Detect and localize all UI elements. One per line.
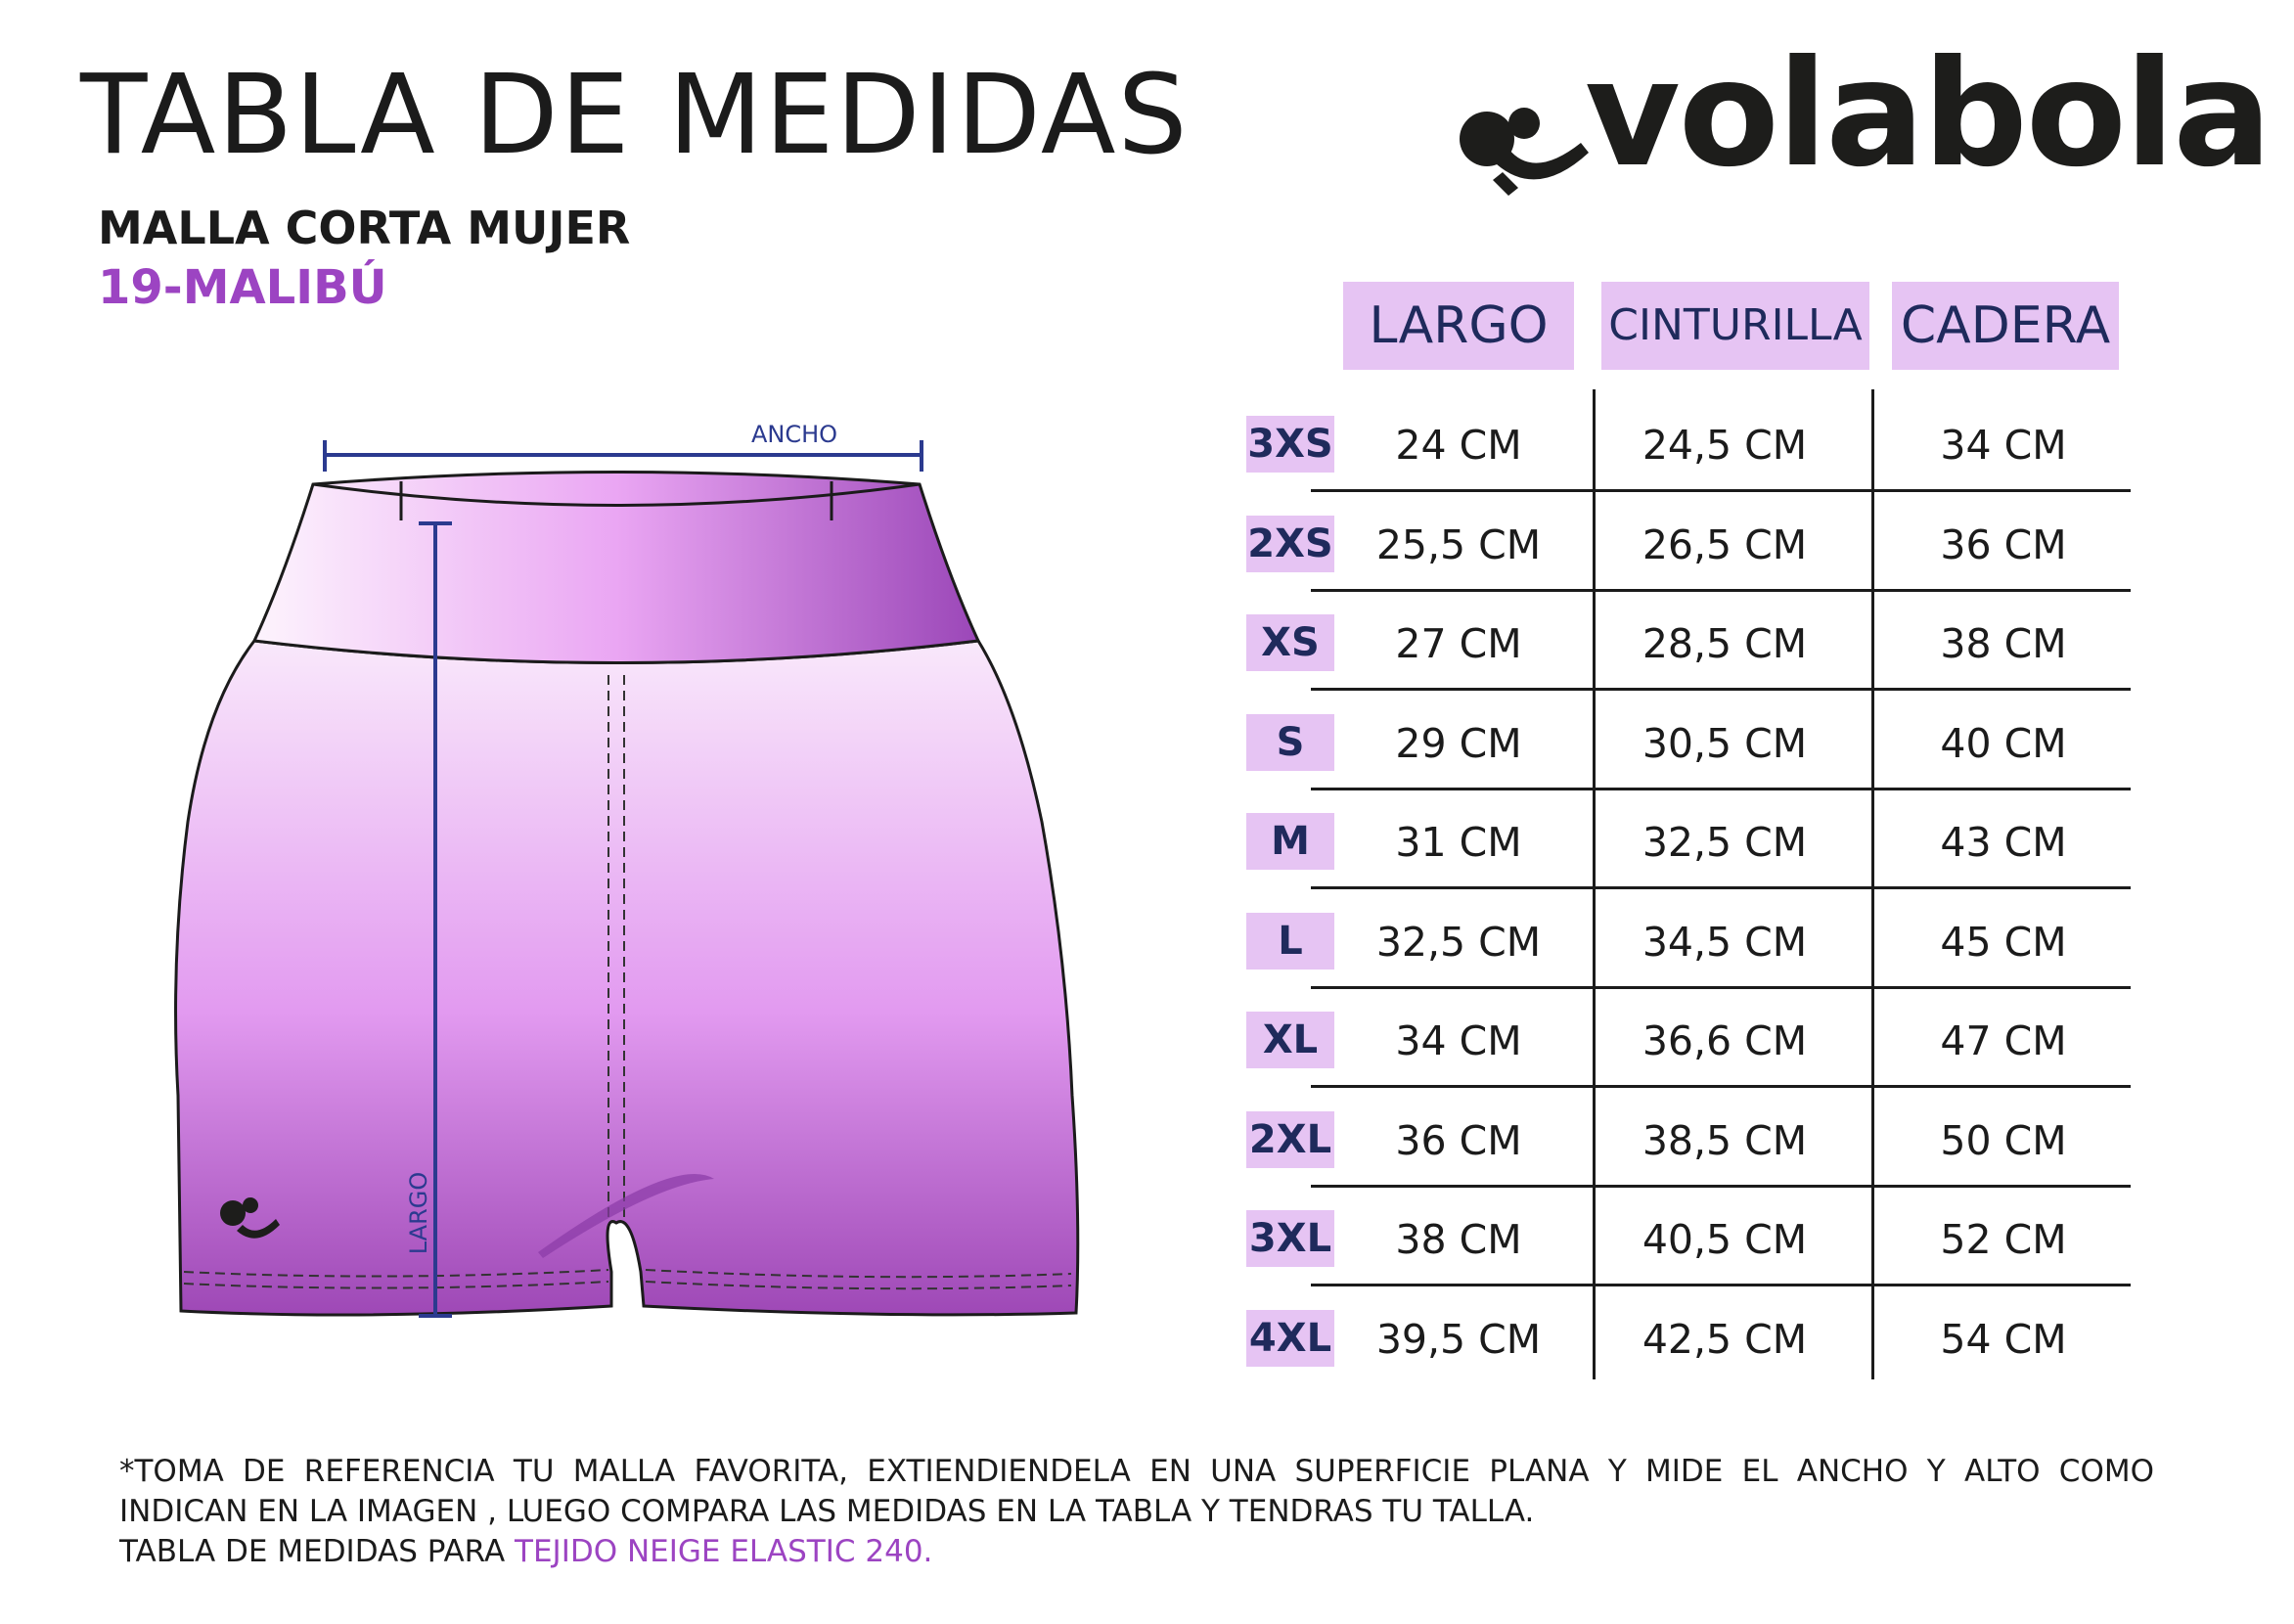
cell-cadera: 40 CM	[1940, 719, 2067, 767]
shorts-diagram: ANCHO LARGO	[174, 421, 1080, 1318]
cell-cadera: 36 CM	[1940, 520, 2067, 568]
footnote-line-3: TABLA DE MEDIDAS PARA TEJIDO NEIGE ELAST…	[119, 1532, 2154, 1572]
cell-largo: 31 CM	[1395, 819, 1522, 866]
size-label: L	[1246, 912, 1334, 970]
row-divider	[1311, 688, 2131, 691]
size-label: M	[1246, 813, 1334, 870]
page-title: TABLA DE MEDIDAS	[80, 52, 1190, 179]
row-divider	[1311, 588, 2131, 592]
cell-cadera: 34 CM	[1940, 422, 2067, 469]
header-cinturilla: CINTURILLA	[1601, 282, 1869, 370]
cell-cinturilla: 38,5 CM	[1642, 1116, 1808, 1164]
cell-cadera: 47 CM	[1940, 1017, 2067, 1064]
header-cadera: CADERA	[1892, 282, 2119, 370]
row-divider	[1311, 787, 2131, 790]
cell-cinturilla: 32,5 CM	[1642, 819, 1808, 866]
shorts-body	[174, 639, 1080, 1317]
brand-mark-icon	[1460, 108, 1589, 196]
row-divider	[1311, 985, 2131, 989]
cell-largo: 34 CM	[1395, 1017, 1522, 1064]
size-label: XS	[1246, 614, 1334, 671]
shorts-waistband	[251, 471, 981, 664]
cell-cadera: 38 CM	[1940, 620, 2067, 667]
cell-cinturilla: 34,5 CM	[1642, 918, 1808, 966]
cell-largo: 27 CM	[1395, 620, 1522, 667]
cell-cinturilla: 36,6 CM	[1642, 1017, 1808, 1064]
footnote-line-3-prefix: TABLA DE MEDIDAS PARA	[119, 1534, 516, 1570]
row-divider	[1311, 489, 2131, 492]
row-divider	[1311, 1085, 2131, 1088]
cell-largo: 29 CM	[1395, 719, 1522, 767]
cell-cinturilla: 42,5 CM	[1642, 1315, 1808, 1363]
cell-cinturilla: 28,5 CM	[1642, 620, 1808, 667]
size-label: XL	[1246, 1012, 1334, 1068]
size-label: 4XL	[1246, 1309, 1334, 1367]
cell-cadera: 54 CM	[1940, 1315, 2067, 1363]
cell-cadera: 45 CM	[1940, 918, 2067, 966]
cell-cadera: 52 CM	[1940, 1216, 2067, 1263]
length-label: LARGO	[405, 1172, 432, 1255]
brand-wordmark: volabola	[1585, 29, 2272, 200]
width-label: ANCHO	[751, 421, 837, 448]
leg-logo-icon	[220, 1197, 280, 1239]
size-label: 3XL	[1246, 1210, 1334, 1267]
cell-cinturilla: 30,5 CM	[1642, 719, 1808, 767]
cell-largo: 38 CM	[1395, 1216, 1522, 1263]
size-label: 3XS	[1246, 416, 1334, 473]
cell-largo: 32,5 CM	[1375, 918, 1542, 966]
cell-cinturilla: 40,5 CM	[1642, 1216, 1808, 1263]
size-label: S	[1246, 713, 1334, 771]
cell-largo: 24 CM	[1395, 422, 1522, 469]
footnote-line-1: *TOMA DE REFERENCIA TU MALLA FAVORITA, E…	[119, 1454, 2154, 1489]
cell-largo: 39,5 CM	[1375, 1315, 1542, 1363]
cell-cinturilla: 24,5 CM	[1642, 422, 1808, 469]
row-divider	[1311, 1284, 2131, 1286]
row-divider	[1311, 1184, 2131, 1188]
cell-cadera: 43 CM	[1940, 819, 2067, 866]
header-largo: LARGO	[1343, 282, 1574, 370]
size-label: 2XL	[1246, 1110, 1334, 1168]
cell-largo: 36 CM	[1395, 1116, 1522, 1164]
brand-logo: volabola	[1458, 39, 2272, 196]
cell-cadera: 50 CM	[1940, 1116, 2067, 1164]
footnote-line-2: INDICAN EN LA IMAGEN , LUEGO COMPARA LAS…	[119, 1494, 1535, 1530]
product-subtitle: MALLA CORTA MUJER	[98, 202, 631, 254]
product-model: 19-MALIBÚ	[98, 260, 387, 315]
cell-largo: 25,5 CM	[1375, 520, 1542, 568]
footnote: *TOMA DE REFERENCIA TU MALLA FAVORITA, E…	[119, 1452, 2154, 1573]
fabric-name: TEJIDO NEIGE ELASTIC 240.	[515, 1534, 933, 1570]
row-divider	[1311, 886, 2131, 889]
cell-cinturilla: 26,5 CM	[1642, 520, 1808, 568]
size-label: 2XS	[1246, 515, 1334, 572]
